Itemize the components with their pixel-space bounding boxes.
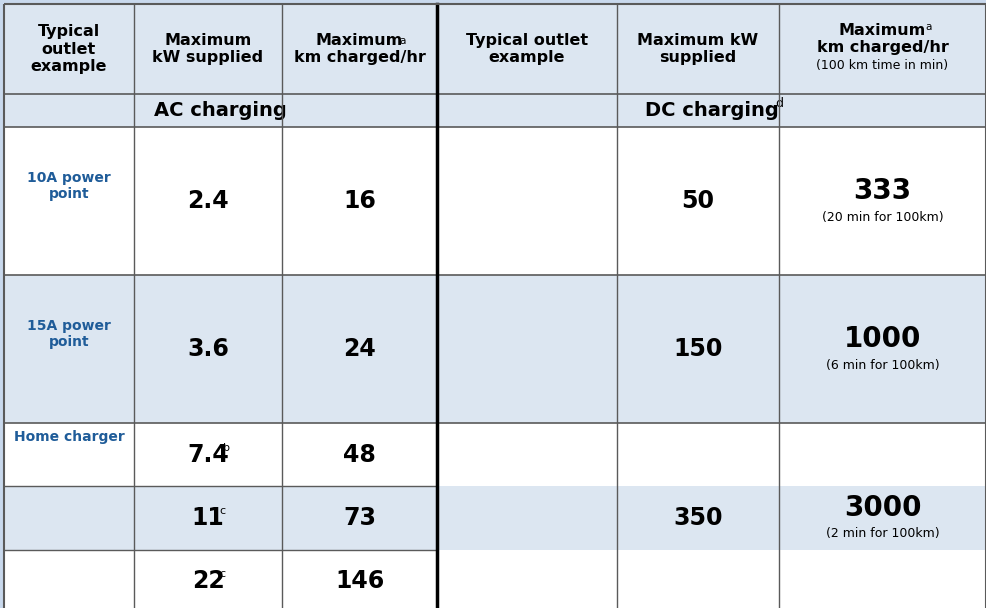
- Text: 333: 333: [853, 177, 911, 205]
- Text: Typical
outlet
example: Typical outlet example: [31, 24, 107, 74]
- Bar: [4, 127, 985, 275]
- Text: 48: 48: [343, 443, 376, 467]
- Text: Maximum kW
supplied: Maximum kW supplied: [637, 33, 758, 65]
- Text: 73: 73: [343, 506, 376, 530]
- Text: 146: 146: [334, 569, 384, 593]
- Text: 10A power
point: 10A power point: [27, 171, 110, 201]
- Text: Maximum
kW supplied: Maximum kW supplied: [152, 33, 263, 65]
- Text: 22: 22: [191, 569, 224, 593]
- Text: 1000: 1000: [843, 325, 920, 353]
- Text: 150: 150: [672, 337, 722, 361]
- Bar: [4, 4, 985, 127]
- Text: 3.6: 3.6: [187, 337, 229, 361]
- Text: a: a: [925, 22, 931, 32]
- Bar: [4, 550, 985, 608]
- Text: Typical outlet
example: Typical outlet example: [465, 33, 588, 65]
- Text: 15A power
point: 15A power point: [27, 319, 110, 349]
- Text: Home charger: Home charger: [14, 430, 124, 444]
- Text: Maximum
km charged/hr: Maximum km charged/hr: [293, 33, 425, 65]
- Bar: [4, 423, 985, 486]
- Text: DC charging: DC charging: [644, 101, 778, 120]
- Text: 2.4: 2.4: [187, 189, 229, 213]
- Text: a: a: [399, 36, 405, 46]
- Text: 16: 16: [343, 189, 376, 213]
- Text: 24: 24: [343, 337, 376, 361]
- Text: Maximum
km charged/hr: Maximum km charged/hr: [815, 22, 948, 55]
- Text: 350: 350: [672, 506, 722, 530]
- Text: 3000: 3000: [843, 494, 920, 522]
- Text: 11: 11: [191, 506, 224, 530]
- Text: c: c: [219, 569, 225, 579]
- Text: 50: 50: [680, 189, 714, 213]
- Text: c: c: [219, 506, 225, 516]
- Text: b: b: [223, 443, 231, 453]
- Text: d: d: [775, 97, 783, 110]
- Bar: [4, 275, 985, 423]
- Bar: [4, 486, 985, 550]
- Text: (2 min for 100km): (2 min for 100km): [825, 528, 939, 541]
- Text: (100 km time in min): (100 km time in min): [815, 58, 948, 72]
- Text: AC charging: AC charging: [154, 101, 287, 120]
- Text: (6 min for 100km): (6 min for 100km): [825, 359, 939, 371]
- Text: (20 min for 100km): (20 min for 100km): [821, 210, 943, 224]
- Text: 7.4: 7.4: [187, 443, 229, 467]
